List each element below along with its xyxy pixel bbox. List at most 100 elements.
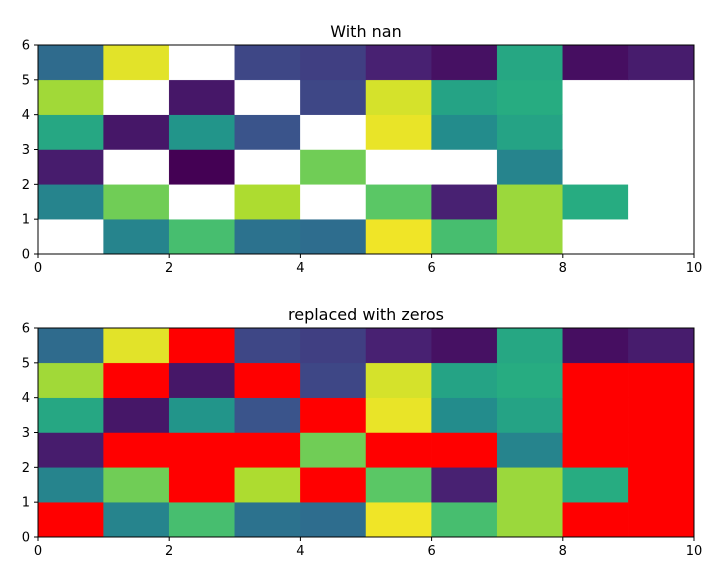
heatmap-cell [431,467,498,503]
bottom-heatmap-axes: replaced with zeros 0 2 4 6 8 10 0 1 2 3 4 5 6 [22,305,703,559]
heatmap-cell [496,44,564,81]
heatmap-cell [168,218,236,255]
heatmap-cell [168,501,236,538]
y-tick-label: 6 [22,39,30,54]
heatmap-cell [103,327,170,364]
heatmap-cell [431,362,498,398]
heatmap-cell [103,501,170,538]
heatmap-cell [365,327,432,364]
heatmap-cell [234,501,301,538]
x-tick-label: 10 [686,544,703,559]
heatmap-cell [628,501,695,538]
x-tick-label: 8 [559,544,567,559]
y-tick-label: 0 [22,531,30,546]
heatmap-cell [37,218,104,255]
heatmap-cell [628,184,695,220]
heatmap-cell [37,184,104,220]
heatmap-cell [168,114,236,150]
heatmap-cell [628,149,695,185]
heatmap-cell [431,184,498,220]
heatmap-cell [300,397,367,433]
x-tick-label: 6 [427,261,435,276]
heatmap-cell [103,44,170,81]
heatmap-cell [431,218,498,255]
heatmap-cell [562,184,629,220]
heatmap-cell [365,501,432,538]
heatmap-cell [168,79,236,115]
heatmap-cell [300,149,367,185]
heatmap-cell [496,362,564,398]
heatmap-cell [37,432,104,468]
top-axes-frame [37,44,695,255]
heatmap-cell [562,501,629,538]
heatmap-cell [431,327,498,364]
heatmap-cell [234,362,301,398]
heatmap-cell [628,397,695,433]
heatmap-cell [300,44,367,81]
heatmap-cell [628,44,695,81]
heatmap-cell [103,397,170,433]
heatmap-cell [37,79,104,115]
heatmap-cell [365,432,432,468]
heatmap-cell [234,184,301,220]
heatmap-cell [168,327,236,364]
heatmap-cell [562,327,629,364]
heatmap-cell [496,467,564,503]
x-tick-label: 4 [296,261,304,276]
heatmap-cell [562,44,629,81]
heatmap-cell [37,44,104,81]
heatmap-cell [431,501,498,538]
heatmap-cell [103,149,170,185]
heatmap-cell [628,467,695,503]
heatmap-cell [562,432,629,468]
heatmap-cell [365,467,432,503]
x-tick-label: 8 [559,261,567,276]
heatmap-cell [234,397,301,433]
heatmap-cell [365,79,432,115]
heatmap-cell [300,467,367,503]
heatmap-cell [37,149,104,185]
heatmap-cell [168,149,236,185]
heatmap-cell [628,79,695,115]
y-tick-label: 6 [22,322,30,337]
heatmap-cell [496,79,564,115]
heatmap-cell [300,218,367,255]
heatmap-cell [431,149,498,185]
heatmap-cell [496,149,564,185]
y-tick-label: 5 [22,356,30,371]
heatmap-cell [628,218,695,255]
heatmap-cell [562,79,629,115]
heatmap-cell [628,432,695,468]
heatmap-cell [37,467,104,503]
heatmap-cell [234,79,301,115]
heatmap-cell [365,114,432,150]
heatmap-cell [496,218,564,255]
heatmap-cell [37,327,104,364]
heatmap-cell [234,149,301,185]
heatmap-cell [37,114,104,150]
heatmap-cell [365,397,432,433]
heatmap-cell [234,44,301,81]
heatmap-cell [628,327,695,364]
top-chart-title: With nan [330,22,402,41]
heatmap-cell [365,44,432,81]
heatmap-cell [562,362,629,398]
bottom-chart-title: replaced with zeros [288,305,444,324]
heatmap-cell [628,362,695,398]
heatmap-cell [562,114,629,150]
heatmap-cell [365,149,432,185]
heatmap-cell [37,501,104,538]
heatmap-cell [562,397,629,433]
y-tick-label: 4 [22,391,30,406]
x-tick-label: 0 [34,544,42,559]
bottom-axis-ticks: 0 2 4 6 8 10 0 1 2 3 4 5 6 [22,322,703,560]
heatmap-cell [234,467,301,503]
heatmap-cell [168,44,236,81]
heatmap-cell [496,501,564,538]
heatmap-cell [103,114,170,150]
heatmap-cell [168,432,236,468]
heatmap-cell [431,397,498,433]
bottom-axes-frame [37,327,695,538]
heatmap-cell [496,184,564,220]
